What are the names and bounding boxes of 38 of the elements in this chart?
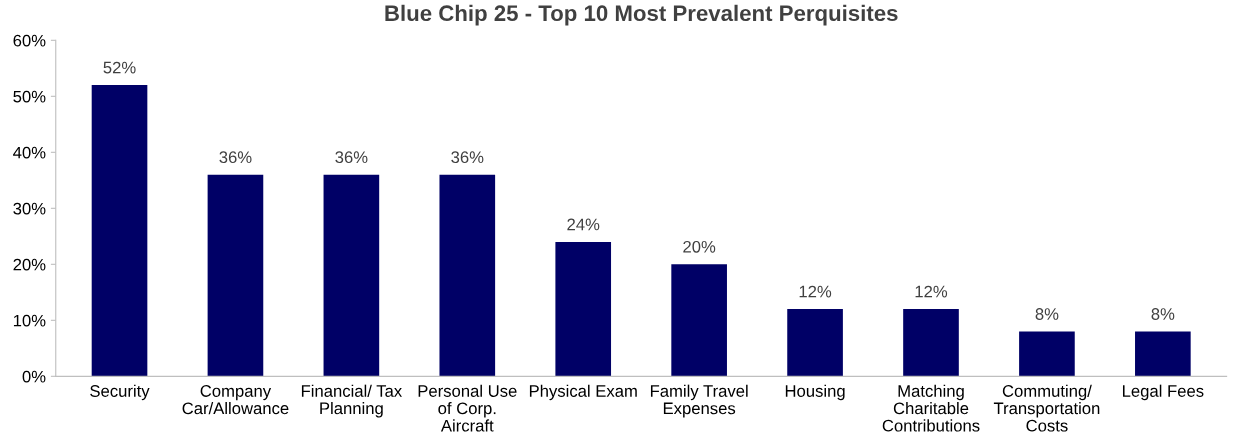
x-tick-label: Matching Charitable Contributions <box>882 384 980 432</box>
x-tick-label: Commuting/ Transportation Costs <box>993 384 1100 432</box>
bar <box>903 309 959 377</box>
bar <box>671 264 727 377</box>
data-label: 36% <box>451 151 484 164</box>
bar <box>787 309 843 377</box>
x-tick-label: Family Travel Expenses <box>650 384 748 418</box>
y-tick-label: 10% <box>13 314 46 327</box>
data-label: 36% <box>219 151 252 164</box>
bar <box>207 174 264 377</box>
data-label: 20% <box>683 240 716 253</box>
bar <box>555 241 612 377</box>
data-label: 12% <box>799 285 832 298</box>
bar <box>1135 331 1191 377</box>
y-tick-label: 30% <box>13 202 46 215</box>
y-tick-label: 40% <box>13 146 46 159</box>
x-tick-label: Housing <box>785 384 845 401</box>
y-tick-label: 60% <box>13 34 46 47</box>
x-tick-label: Physical Exam <box>529 384 637 401</box>
data-label: 8% <box>1035 308 1059 320</box>
x-tick-label: Legal Fees <box>1122 384 1204 401</box>
x-tick-label: Company Car/Allowance <box>182 385 289 415</box>
bar <box>323 174 380 377</box>
x-tick-label: Financial/ Tax Planning <box>301 384 402 418</box>
bar <box>439 174 496 377</box>
bar <box>91 85 148 377</box>
data-label: 36% <box>335 151 368 164</box>
y-tick-label: 20% <box>13 258 46 271</box>
y-tick-label: 50% <box>13 90 46 103</box>
chart-title: Blue Chip 25 - Top 10 Most Prevalent Perquisites <box>385 4 898 26</box>
data-label: 24% <box>567 218 600 231</box>
x-tick-label: Personal Use of Corp. Aircraft <box>418 384 517 432</box>
data-label: 52% <box>103 61 136 74</box>
y-tick-label: 0% <box>22 370 46 383</box>
x-tick-label: Security <box>90 384 150 401</box>
data-label: 8% <box>1151 308 1175 320</box>
data-label: 12% <box>915 285 948 298</box>
bar <box>1019 331 1075 377</box>
